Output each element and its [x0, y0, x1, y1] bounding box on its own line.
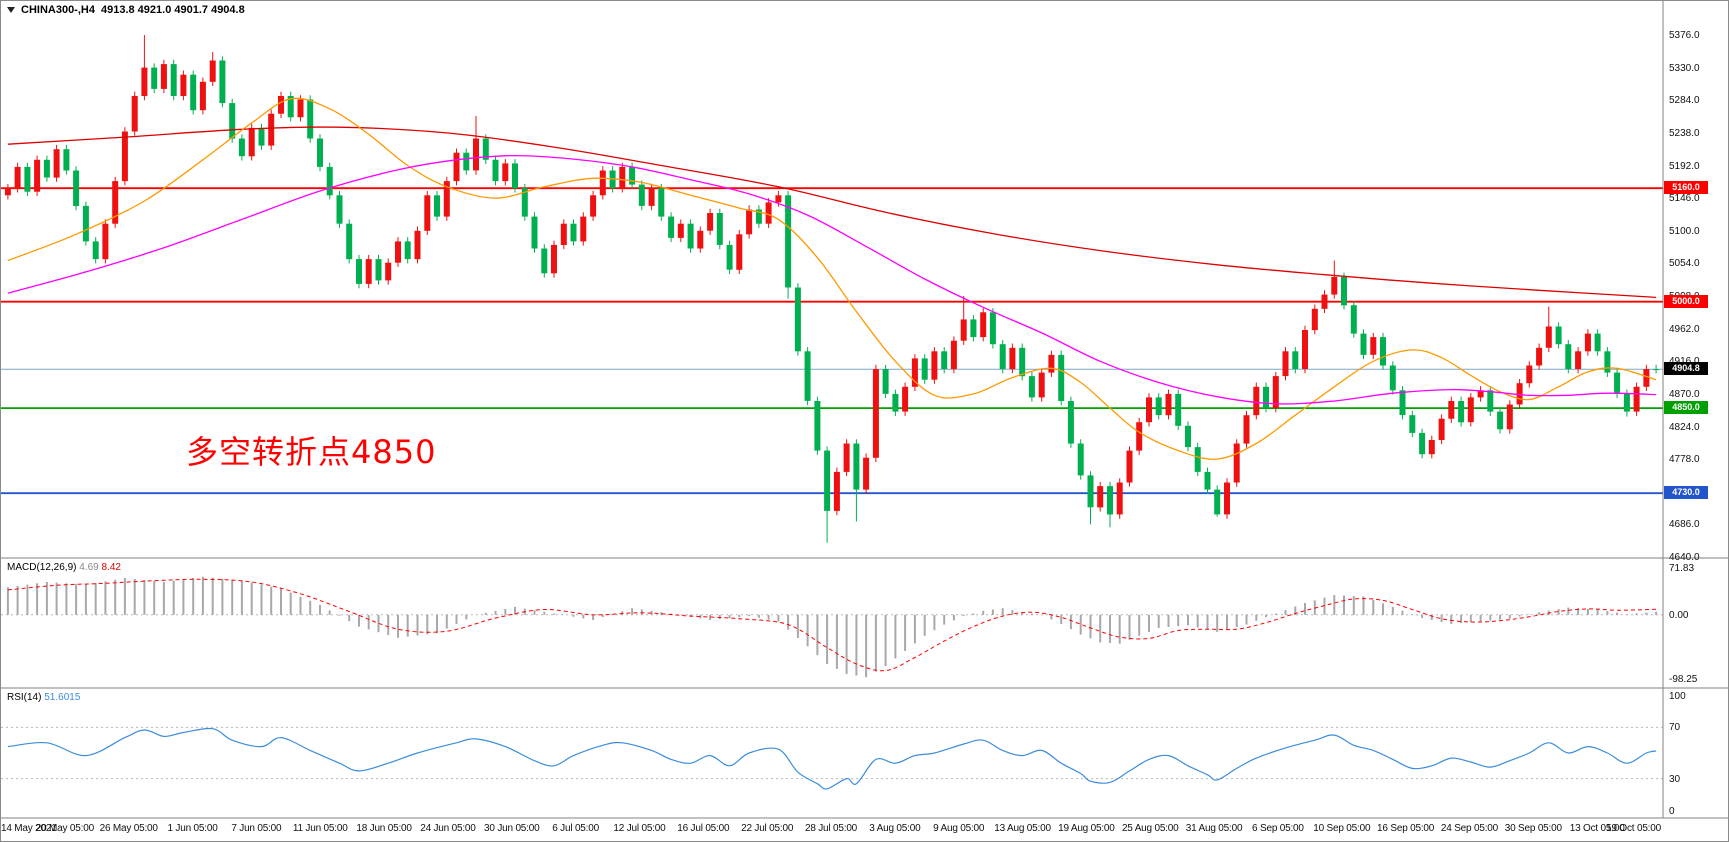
macd-signal-value: 8.42 — [101, 562, 121, 573]
macd-histogram — [6, 576, 1658, 678]
symbol-info: CHINA300-,H4 4913.8 4921.0 4901.7 4904.8 — [7, 4, 245, 16]
panel-separators — [1, 1, 1728, 819]
level-lines[interactable] — [1, 187, 1663, 495]
ma-red-line — [7, 126, 1657, 299]
rsi-indicator-label: RSI(14) 51.6015 — [7, 692, 80, 703]
ohlc-values: 4913.8 4921.0 4901.7 4904.8 — [100, 4, 245, 16]
macd-value: 4.69 — [79, 562, 99, 573]
symbol-period-label: CHINA300-,H4 — [21, 4, 95, 16]
annotation-text[interactable]: 多空转折点4850 — [186, 433, 437, 471]
ma-magenta-line — [7, 154, 1657, 405]
rsi-value: 51.6015 — [44, 692, 81, 703]
candles-layer — [4, 35, 1660, 543]
rsi-name: RSI(14) — [7, 692, 42, 703]
chart-marker-icon — [7, 7, 15, 13]
rsi-panel — [1, 726, 1663, 790]
ma-orange-line — [7, 97, 1657, 460]
macd-indicator-label: MACD(12,26,9) 4.69 8.42 — [7, 562, 121, 573]
macd-name: MACD(12,26,9) — [7, 562, 77, 573]
macd-signal-line — [7, 578, 1657, 672]
